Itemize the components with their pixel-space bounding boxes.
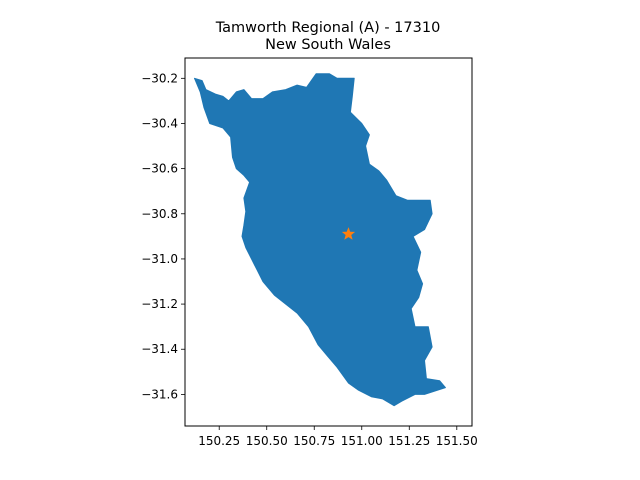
location-star-marker [341,227,356,240]
x-tick-label: 151.25 [388,434,430,448]
y-tick-label: −30.4 [141,116,178,130]
y-tick-label: −31.0 [141,252,178,266]
x-tick-label: 150.25 [198,434,240,448]
y-tick-label: −31.6 [141,387,178,401]
y-tick-label: −31.4 [141,342,178,356]
region-boundary [194,73,446,407]
x-tick-label: 150.50 [246,434,288,448]
axis-ticks: 150.25 150.50 150.75 151.00 151.25 151.50 −30.… [141,71,478,448]
chart-title: Tamworth Regional (A) - 17310 [215,20,441,36]
x-tick-label: 151.50 [436,434,478,448]
y-tick-label: −30.8 [141,207,178,221]
x-tick-label: 151.00 [341,434,383,448]
chart-subtitle: New South Wales [265,37,391,53]
axes-frame [184,57,473,427]
y-tick-label: −31.2 [141,297,178,311]
plot-area [194,73,446,407]
y-tick-label: −30.2 [141,71,178,85]
y-tick-label: −30.6 [141,162,178,176]
x-tick-label: 150.75 [293,434,335,448]
